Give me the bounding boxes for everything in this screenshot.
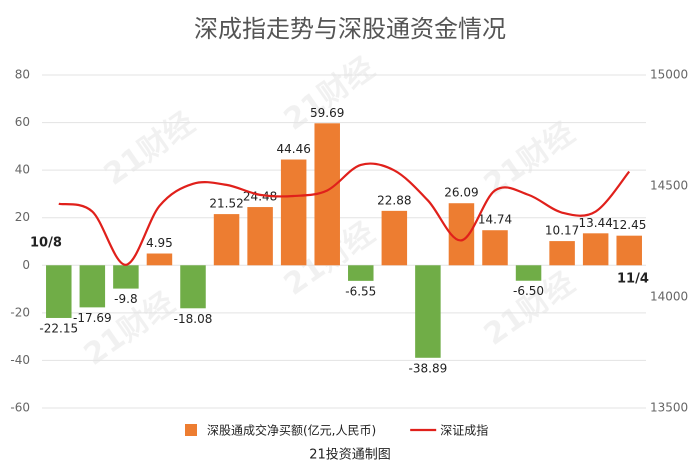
data-label: 26.09 [444,186,478,200]
bar [46,265,72,318]
data-label: -38.89 [409,361,448,375]
data-label: 14.74 [478,213,512,227]
bar [515,265,542,281]
y-tick-label: 0 [22,258,30,272]
bar [180,265,206,309]
y2-tick-label: 14500 [650,179,688,193]
y-tick-label: -40 [10,353,30,367]
bar [348,265,374,281]
line [58,162,631,266]
data-label: 4.95 [146,236,173,250]
y-tick-label: 20 [15,210,30,224]
bar [381,210,408,266]
annotation: 10/8 [30,236,62,251]
bar [549,241,575,266]
watermark: 21财经 [98,106,201,193]
data-label: 10.17 [545,224,579,238]
bar [582,233,609,266]
bar [415,265,441,358]
bar [113,265,139,289]
data-label: 22.88 [377,193,411,207]
legend-swatch [185,424,197,436]
bar [482,230,508,266]
bar [79,265,106,308]
data-label: -17.69 [73,311,112,325]
bar [247,207,273,266]
data-label: -9.8 [114,292,137,306]
data-label: 12.45 [612,218,646,232]
annotation: 11/4 [617,272,649,287]
y-tick-label: -60 [10,401,30,415]
y2-tick-label: 13500 [650,401,688,415]
bar [146,253,173,266]
data-label: -18.08 [174,312,213,326]
data-label: 59.69 [310,106,344,120]
watermark: 21财经 [478,116,581,203]
y-tick-label: 60 [15,115,30,129]
y-tick-label: 40 [15,163,30,177]
data-label: 13.44 [578,216,612,230]
legend-label: 深证成指 [440,423,488,438]
legend-label: 深股通成交净买额(亿元,人民币) [207,423,376,438]
bar [213,214,240,266]
footer: 21投资通制图 [309,447,391,463]
y2-tick-label: 14000 [650,290,688,304]
bar [448,203,475,266]
data-label: -6.50 [513,284,544,298]
bar [616,235,642,266]
bar [280,159,307,266]
y-tick-label: 80 [15,68,30,82]
y-tick-label: -20 [10,305,30,319]
data-label: -6.55 [345,284,376,298]
y2-tick-label: 15000 [650,68,688,82]
data-label: 21.52 [209,197,243,211]
chart-title: 深成指走势与深股通资金情况 [194,15,506,43]
data-label: -22.15 [39,321,78,335]
data-label: 44.46 [276,142,310,156]
